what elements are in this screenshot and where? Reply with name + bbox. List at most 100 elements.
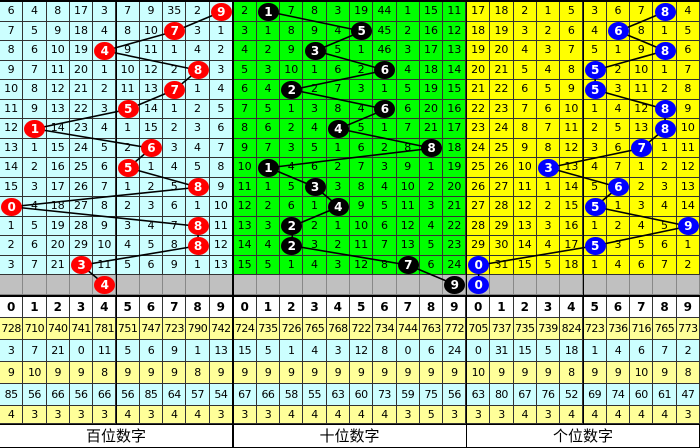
- pending-cell: [303, 275, 327, 295]
- grid-cell: 9: [93, 216, 117, 236]
- stat-cell: 9: [653, 361, 677, 384]
- hit-ball: 3: [538, 158, 560, 177]
- grid-cell: 3: [186, 119, 210, 139]
- pending-cell: [116, 275, 140, 295]
- grid-cell: 8: [560, 60, 584, 80]
- grid-cell: 10: [116, 60, 140, 80]
- pending-cell: [163, 275, 187, 295]
- grid-cell: 7: [280, 2, 304, 22]
- grid-cell: 2: [676, 255, 700, 275]
- grid-cell: 3: [209, 60, 232, 80]
- grid-cell: 5: [396, 80, 420, 100]
- grid-cell: 25: [69, 158, 94, 178]
- pending-cell: [676, 275, 700, 295]
- stat-cell: 4: [560, 405, 584, 424]
- grid-cell: 6: [280, 197, 304, 217]
- hit-ball: 9: [444, 275, 466, 294]
- hit-ball: 3: [304, 178, 326, 197]
- hit-ball: 2: [281, 236, 303, 255]
- stat-cell: 9: [256, 361, 281, 384]
- grid-cell: 9: [560, 80, 584, 100]
- pending-cell: [490, 275, 514, 295]
- grid-cell: 5: [23, 21, 47, 41]
- grid-cell: 10: [46, 41, 70, 61]
- stat-cell: 7: [653, 339, 677, 362]
- grid-cell: 25: [490, 138, 514, 158]
- grid-cell: 12: [560, 138, 584, 158]
- grid-cell: 11: [93, 255, 117, 275]
- stat-cell: 24: [443, 339, 466, 362]
- grid-cell: 20: [467, 60, 491, 80]
- grid-cell: 5: [209, 99, 232, 119]
- stat-cell: 9: [396, 361, 420, 384]
- grid-cell: 12: [396, 216, 420, 236]
- grid-cell: 7: [373, 236, 397, 256]
- grid-cell: 8: [163, 236, 187, 256]
- hit-ball: 3: [304, 41, 326, 60]
- grid-cell: 6: [93, 158, 117, 178]
- grid-cell: 2: [396, 21, 420, 41]
- stat-cell: 741: [69, 317, 94, 340]
- grid-cell: 3: [373, 158, 397, 178]
- grid-cell: 21: [490, 60, 514, 80]
- grid-cell: 5: [186, 158, 210, 178]
- grid-cell: 4: [396, 60, 420, 80]
- grid-cell: 1: [93, 60, 117, 80]
- grid-cell: 3: [256, 216, 281, 236]
- stat-cell: 781: [93, 317, 117, 340]
- stat-cell: 74: [606, 383, 631, 406]
- grid-cell: 4: [536, 60, 561, 80]
- grid-cell: 4: [23, 2, 47, 22]
- grid-cell: 11: [209, 216, 232, 236]
- stat-cell: 66: [93, 383, 117, 406]
- grid-cell: 9: [513, 138, 537, 158]
- grid-cell: 20: [419, 99, 444, 119]
- grid-cell: 1: [163, 99, 187, 119]
- grid-cell: 4: [630, 216, 654, 236]
- hit-ball: 4: [327, 119, 349, 138]
- grid-cell: 27: [490, 177, 514, 197]
- grid-cell: 7: [116, 2, 140, 22]
- grid-cell: 1: [256, 21, 281, 41]
- hit-ball: 8: [187, 61, 209, 80]
- grid-cell: 19: [46, 216, 70, 236]
- grid-cell: 24: [490, 119, 514, 139]
- grid-cell: 1: [209, 21, 232, 41]
- grid-cell: 6: [23, 41, 47, 61]
- digit-header: 1: [256, 296, 281, 318]
- grid-cell: 13: [46, 99, 70, 119]
- stat-cell: 9: [280, 361, 304, 384]
- grid-cell: 4: [606, 255, 631, 275]
- grid-cell: 2: [93, 80, 117, 100]
- grid-cell: 29: [490, 216, 514, 236]
- stat-cell: 9: [606, 361, 631, 384]
- pending-cell: [560, 275, 584, 295]
- stat-cell: 4: [606, 405, 631, 424]
- stat-cell: 9: [163, 339, 187, 362]
- stat-cell: 9: [419, 361, 444, 384]
- stat-cell: 9: [536, 361, 561, 384]
- digit-header: 5: [350, 296, 374, 318]
- grid-cell: 19: [467, 41, 491, 61]
- grid-cell: 1: [116, 177, 140, 197]
- grid-cell: 8: [116, 21, 140, 41]
- stat-cell: 9: [209, 361, 232, 384]
- grid-cell: 1: [163, 41, 187, 61]
- stat-cell: 739: [536, 317, 561, 340]
- grid-cell: 2: [139, 177, 164, 197]
- grid-cell: 22: [467, 99, 491, 119]
- grid-cell: 1: [303, 197, 327, 217]
- grid-cell: 4: [139, 216, 164, 236]
- grid-cell: 3: [116, 216, 140, 236]
- grid-cell: 21: [443, 197, 466, 217]
- stat-cell: 790: [186, 317, 210, 340]
- grid-cell: 14: [233, 236, 257, 256]
- grid-cell: 3: [350, 80, 374, 100]
- grid-cell: 1: [653, 60, 677, 80]
- grid-cell: 16: [443, 99, 466, 119]
- stat-cell: 6: [419, 339, 444, 362]
- grid-cell: 5: [419, 236, 444, 256]
- grid-cell: 16: [560, 216, 584, 236]
- grid-cell: 13: [0, 138, 24, 158]
- grid-cell: 24: [443, 255, 466, 275]
